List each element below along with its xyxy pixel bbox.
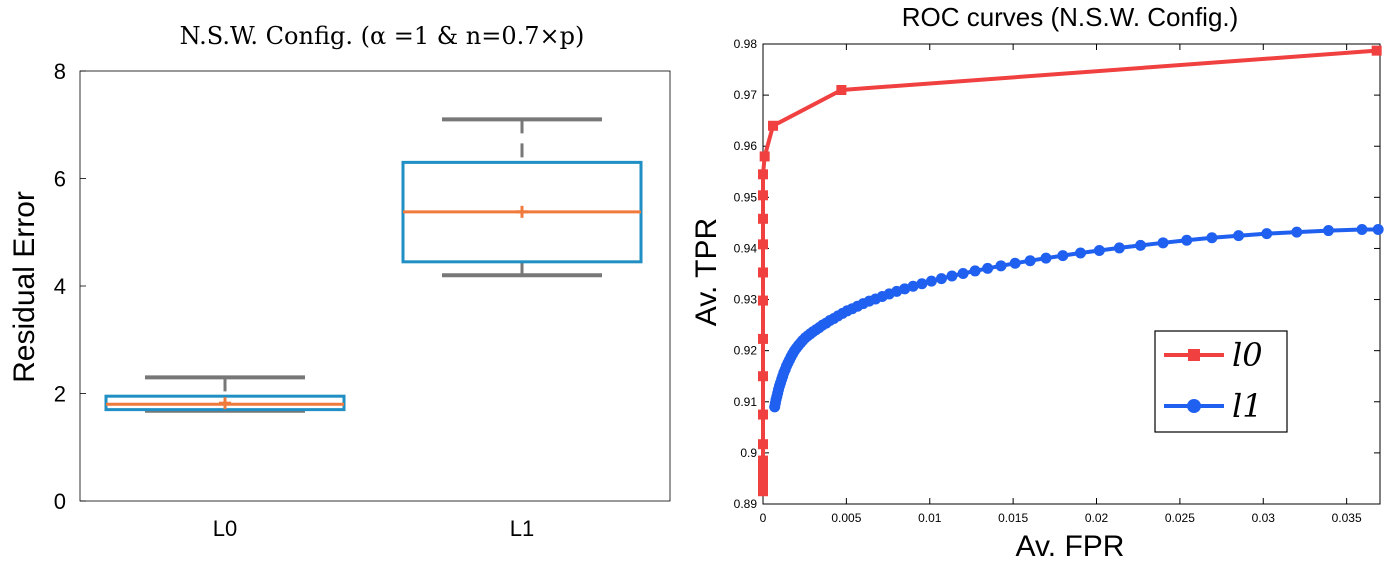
roc-point-l0 [758, 239, 768, 250]
boxplot-y-tick-label: 2 [54, 382, 66, 407]
roc-point-l1 [935, 273, 947, 285]
roc-point-l0 [758, 470, 768, 481]
boxplot-axes-frame [79, 70, 671, 502]
roc-point-l1 [1322, 225, 1334, 237]
boxplot-x-ticks: L0 L1 [213, 516, 534, 541]
roc-y-tick-label: 0.97 [734, 88, 758, 102]
roc-point-l0 [759, 151, 770, 162]
roc-point-l0 [758, 295, 768, 306]
roc-y-tick-label: 0.94 [734, 241, 758, 255]
roc-x-tick-label: 0.025 [1165, 511, 1195, 525]
roc-point-l0 [758, 190, 768, 201]
roc-point-l1 [1233, 230, 1245, 242]
roc-y-ticks: 0.89 0.9 0.91 0.92 0.93 0.94 0.95 0.96 0… [734, 37, 1380, 511]
roc-point-l1 [907, 280, 919, 292]
roc-point-l1 [899, 283, 911, 295]
roc-point-l0 [758, 371, 768, 382]
roc-point-l1 [1157, 237, 1169, 249]
legend-label-l0: l0 [1232, 336, 1263, 374]
roc-y-tick-label: 0.98 [734, 37, 758, 51]
roc-point-l1 [1057, 250, 1069, 262]
roc-y-axis-label: Av. TPR [690, 218, 723, 326]
roc-point-l0 [768, 120, 779, 131]
boxplot-chart: N.S.W. Config. (α =1 & n=0.7×p) Residual… [8, 22, 671, 541]
roc-point-l1 [1135, 239, 1147, 251]
roc-axes-frame [762, 43, 1381, 505]
legend-label-l1: l1 [1232, 387, 1263, 425]
roc-point-l1 [925, 275, 937, 287]
boxplot-x-tick-label: L1 [510, 516, 534, 541]
legend-marker-l0 [1188, 349, 1200, 361]
boxplot-y-axis-label: Residual Error [8, 191, 41, 383]
legend-marker-l1 [1187, 399, 1201, 413]
roc-point-l1 [982, 262, 994, 274]
roc-point-l0 [758, 486, 768, 497]
roc-point-l0 [1371, 45, 1382, 56]
roc-point-l0 [758, 478, 768, 489]
boxplot-y-ticks: 0 2 4 6 8 [54, 59, 86, 514]
roc-y-tick-label: 0.89 [734, 497, 758, 511]
boxplot-marks [104, 117, 643, 413]
boxplot-y-tick-label: 0 [54, 489, 66, 514]
roc-y-tick-label: 0.91 [734, 395, 758, 409]
roc-title: ROC curves (N.S.W. Config.) [902, 2, 1239, 32]
roc-point-l0 [758, 333, 768, 344]
roc-y-tick-label: 0.9 [740, 446, 757, 460]
roc-x-ticks: 0 0.005 0.01 0.015 0.02 0.025 0.03 0.035 [760, 44, 1362, 525]
roc-y-tick-label: 0.92 [734, 344, 758, 358]
roc-y-tick-label: 0.96 [734, 139, 758, 153]
roc-point-l0 [758, 463, 768, 474]
roc-point-l1 [1075, 247, 1087, 259]
roc-point-l0 [758, 169, 768, 180]
roc-point-l1 [1040, 252, 1052, 264]
roc-chart: ROC curves (N.S.W. Config.) Av. TPR Av. … [690, 2, 1384, 563]
roc-point-l1 [1113, 242, 1125, 254]
roc-y-tick-label: 0.93 [734, 293, 758, 307]
roc-x-tick-label: 0.02 [1085, 511, 1109, 525]
roc-point-l0 [758, 409, 768, 420]
roc-x-tick-label: 0.01 [918, 511, 942, 525]
roc-point-l0 [836, 85, 847, 95]
roc-point-l0 [758, 439, 768, 450]
roc-point-l1 [1291, 226, 1303, 238]
roc-legend: l0 l1 [1154, 330, 1288, 433]
roc-point-l1 [1372, 224, 1384, 236]
boxplot-y-tick-label: 4 [54, 274, 66, 299]
roc-point-l1 [946, 270, 958, 282]
boxplot-y-tick-label: 6 [54, 167, 66, 192]
roc-x-axis-label: Av. FPR [1016, 530, 1125, 563]
roc-point-l1 [1093, 244, 1105, 256]
roc-y-tick-label: 0.95 [734, 190, 758, 204]
roc-x-tick-label: 0.03 [1252, 511, 1276, 525]
roc-x-tick-label: 0.035 [1332, 511, 1362, 525]
roc-x-tick-label: 0.015 [998, 511, 1028, 525]
roc-marks [758, 45, 1384, 497]
roc-point-l1 [1181, 234, 1193, 246]
roc-point-l1 [957, 267, 969, 279]
roc-point-l1 [1206, 232, 1218, 244]
roc-point-l0 [758, 267, 768, 278]
roc-point-l1 [995, 260, 1007, 272]
roc-x-tick-label: 0.005 [831, 511, 861, 525]
boxplot-title: N.S.W. Config. (α =1 & n=0.7×p) [180, 22, 585, 50]
boxplot-x-tick-label: L0 [213, 516, 237, 541]
roc-point-l1 [969, 265, 981, 277]
roc-point-l1 [1024, 255, 1036, 267]
roc-point-l1 [1261, 228, 1273, 240]
roc-point-l0 [758, 455, 768, 466]
roc-point-l1 [1009, 257, 1021, 269]
roc-point-l1 [1356, 224, 1368, 236]
boxplot-y-tick-label: 8 [54, 59, 66, 84]
roc-point-l1 [916, 278, 928, 290]
legend-box [1154, 330, 1288, 433]
roc-point-l0 [758, 213, 768, 224]
roc-x-tick-label: 0 [760, 511, 767, 525]
